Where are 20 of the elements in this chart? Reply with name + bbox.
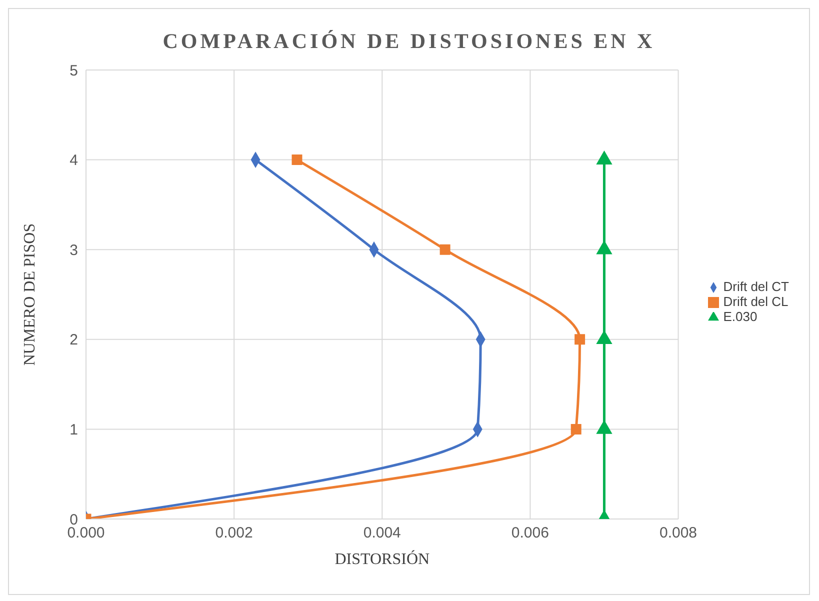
y-tick-label: 5 xyxy=(70,62,78,80)
chart-title: COMPARACIÓN DE DISTOSIONES EN X xyxy=(162,29,656,54)
point xyxy=(596,420,612,434)
x-tick-label: 0.006 xyxy=(511,524,549,542)
legend-label: Drift del CL xyxy=(723,294,788,309)
y-axis-title: NUMERO DE PISOS xyxy=(22,223,39,366)
point xyxy=(440,244,450,255)
y-tick-label: 4 xyxy=(70,152,78,170)
point xyxy=(574,334,586,345)
y-tick-label: 3 xyxy=(70,242,78,259)
y-tick-label: 2 xyxy=(70,332,78,349)
legend-label: E.030 xyxy=(723,309,758,324)
y-tick-label: 1 xyxy=(70,422,78,439)
x-tick-label: 0.008 xyxy=(659,524,698,542)
x-axis-title: DISTORSIÓN xyxy=(334,550,430,568)
point xyxy=(596,330,612,344)
point xyxy=(292,154,302,166)
legend-label: Drift del CT xyxy=(723,279,789,294)
x-tick-label: 0.004 xyxy=(363,524,401,542)
x-tick-label: 0.002 xyxy=(215,524,253,542)
